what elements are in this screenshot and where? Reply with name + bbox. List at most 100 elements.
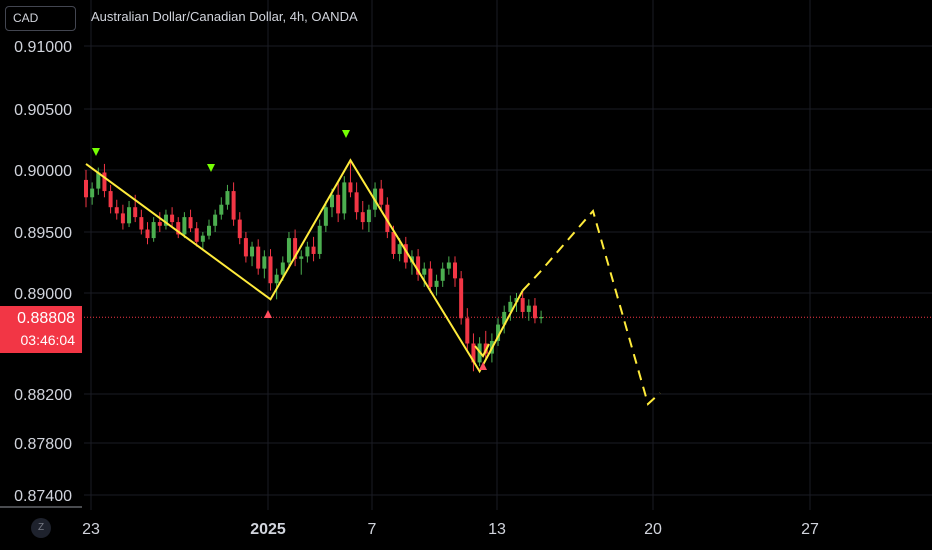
- candle-body: [127, 207, 132, 224]
- candle-body: [280, 262, 285, 275]
- candle-body: [366, 209, 371, 223]
- candle-body: [157, 222, 162, 226]
- candle-body: [145, 229, 150, 239]
- last-price-value: 0.88808: [17, 310, 75, 327]
- candle-body: [250, 246, 255, 257]
- x-tick-label: 7: [368, 521, 377, 538]
- symbol-badge[interactable]: CAD: [5, 6, 76, 31]
- candle-body: [207, 225, 211, 236]
- bar-countdown: 03:46:04: [20, 332, 76, 348]
- candle-body: [182, 217, 187, 235]
- candle-body: [360, 212, 365, 223]
- candle-body: [471, 343, 476, 363]
- y-tick-label: 0.90500: [14, 102, 72, 119]
- x-tick-label: 13: [488, 521, 506, 538]
- candle-body: [114, 207, 119, 214]
- candle-body: [496, 324, 501, 341]
- candle-body: [96, 172, 101, 189]
- candle-body: [459, 278, 464, 319]
- candle-body: [422, 268, 427, 275]
- zigzag-arrowhead: [474, 343, 490, 358]
- y-tick-label: 0.87800: [14, 436, 72, 453]
- candle-body: [434, 280, 439, 287]
- pivot-high-marker: [342, 130, 350, 138]
- candle-body: [194, 228, 199, 242]
- candle-body: [139, 217, 144, 230]
- candle-body: [379, 188, 384, 205]
- candle-body: [231, 191, 236, 220]
- x-tick-label: 2025: [250, 521, 286, 538]
- candle-body: [397, 244, 402, 254]
- y-tick-label: 0.90000: [14, 163, 72, 180]
- time-axis: 23 2025 7 13 20 27: [82, 521, 819, 538]
- pivot-markers: [92, 130, 487, 370]
- candle-body: [225, 191, 230, 205]
- candle-body: [508, 301, 513, 312]
- candle-body: [416, 256, 421, 275]
- candle-body: [446, 262, 451, 269]
- x-tick-label: 20: [644, 521, 662, 538]
- pattern-drawing: [85, 158, 661, 406]
- candle-body: [305, 246, 310, 257]
- candlestick-series: [84, 160, 544, 372]
- candle-body: [237, 219, 242, 239]
- last-price-tag: 0.88808 03:46:04: [0, 306, 82, 353]
- candle-body: [354, 192, 359, 213]
- candle-body: [268, 256, 273, 284]
- x-tick-label: 27: [801, 521, 819, 538]
- candle-body: [465, 318, 470, 344]
- candle-body: [514, 298, 519, 302]
- candle-body: [163, 214, 168, 226]
- candle-body: [526, 305, 531, 312]
- candle-body: [170, 214, 175, 223]
- candle-body: [274, 274, 279, 284]
- pivot-low-marker: [479, 362, 487, 370]
- candle-body: [502, 311, 507, 325]
- candle-body: [440, 268, 445, 281]
- candle-body: [428, 268, 433, 287]
- candle-body: [299, 256, 304, 259]
- pivot-high-marker: [92, 148, 100, 156]
- candle-body: [176, 222, 181, 235]
- y-tick-label: 0.89000: [14, 286, 72, 303]
- candle-body: [532, 305, 537, 319]
- zigzag-line: [85, 158, 524, 374]
- candle-body: [317, 225, 322, 254]
- candle-body: [200, 235, 205, 242]
- candle-body: [213, 214, 218, 226]
- candle-body: [330, 194, 334, 208]
- candle-body: [102, 172, 107, 192]
- candle-body: [453, 262, 457, 279]
- y-tick-label: 0.91000: [14, 39, 72, 56]
- candle-body: [293, 238, 298, 259]
- pivot-high-marker: [207, 164, 215, 172]
- candle-body: [262, 256, 267, 269]
- y-tick-label: 0.87400: [14, 488, 72, 505]
- candle-body: [385, 204, 390, 232]
- candle-body: [336, 194, 341, 214]
- chart-title: Australian Dollar/Canadian Dollar, 4h, O…: [91, 9, 358, 24]
- candle-body: [84, 179, 88, 198]
- grid-lines: [84, 0, 932, 510]
- candle-body: [342, 182, 347, 214]
- candle-body: [120, 213, 125, 224]
- y-tick-label: 0.89500: [14, 225, 72, 242]
- candle-body: [151, 222, 156, 239]
- candle-body: [539, 316, 544, 319]
- candle-body: [323, 207, 328, 226]
- candle-body: [348, 182, 353, 193]
- timezone-icon[interactable]: Z: [31, 518, 51, 538]
- candle-body: [520, 298, 525, 312]
- candle-body: [391, 232, 396, 254]
- price-axis: 0.91000 0.90500 0.90000 0.89500 0.89000 0.882…: [0, 39, 82, 508]
- candle-body: [311, 246, 316, 254]
- projection-dashed-line: [521, 208, 661, 406]
- candle-body: [286, 238, 291, 263]
- candle-body: [133, 207, 138, 218]
- candle-body: [243, 238, 248, 257]
- candle-body: [219, 204, 224, 215]
- candle-body: [108, 191, 113, 208]
- candle-body: [90, 188, 95, 198]
- candle-body: [403, 244, 408, 263]
